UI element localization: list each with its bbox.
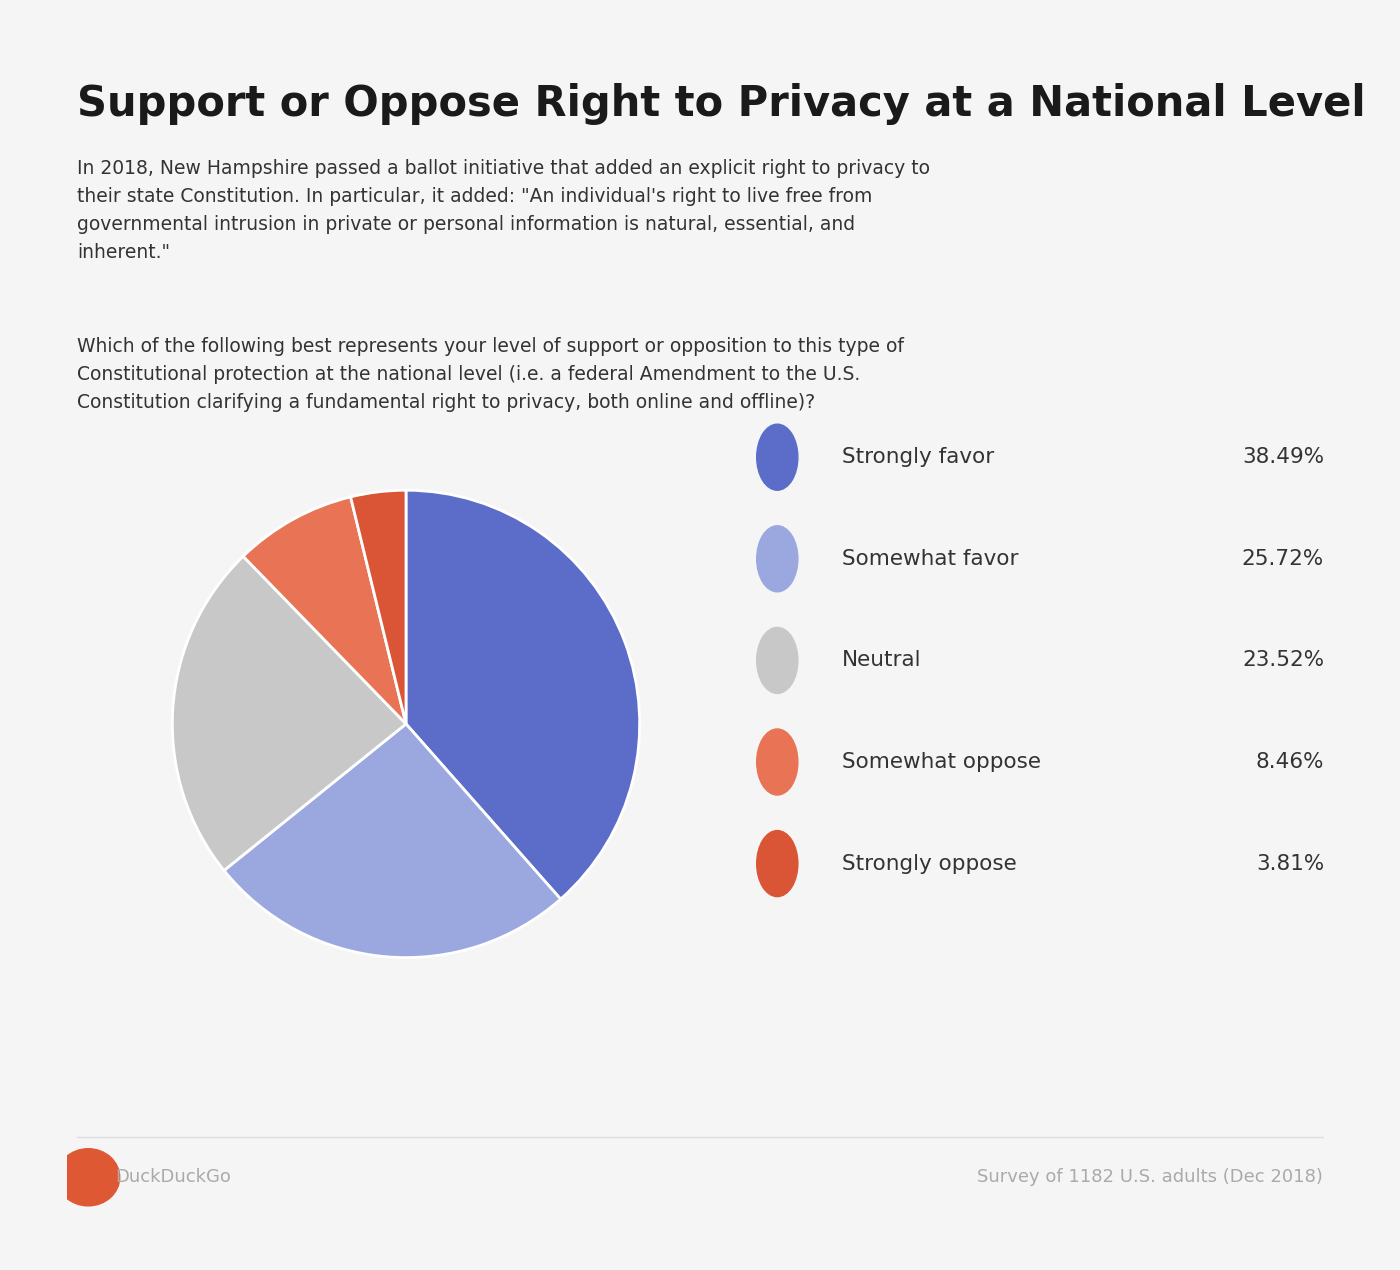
Wedge shape [350, 490, 406, 724]
Wedge shape [406, 490, 640, 899]
Text: Strongly oppose: Strongly oppose [841, 853, 1016, 874]
Wedge shape [172, 556, 406, 870]
Wedge shape [224, 724, 560, 958]
Text: DuckDuckGo: DuckDuckGo [115, 1168, 231, 1186]
Text: Which of the following best represents your level of support or opposition to th: Which of the following best represents y… [77, 337, 904, 411]
Text: 23.52%: 23.52% [1242, 650, 1324, 671]
Text: Support or Oppose Right to Privacy at a National Level: Support or Oppose Right to Privacy at a … [77, 83, 1365, 124]
Text: Survey of 1182 U.S. adults (Dec 2018): Survey of 1182 U.S. adults (Dec 2018) [977, 1168, 1323, 1186]
Ellipse shape [756, 831, 798, 897]
Circle shape [56, 1148, 120, 1206]
Ellipse shape [756, 729, 798, 795]
Text: 3.81%: 3.81% [1256, 853, 1324, 874]
Text: In 2018, New Hampshire passed a ballot initiative that added an explicit right t: In 2018, New Hampshire passed a ballot i… [77, 159, 930, 262]
Text: 38.49%: 38.49% [1242, 447, 1324, 467]
Text: Somewhat oppose: Somewhat oppose [841, 752, 1042, 772]
Text: Neutral: Neutral [841, 650, 921, 671]
Text: Somewhat favor: Somewhat favor [841, 549, 1018, 569]
Ellipse shape [756, 627, 798, 693]
Text: 8.46%: 8.46% [1256, 752, 1324, 772]
Ellipse shape [756, 424, 798, 490]
Text: Strongly favor: Strongly favor [841, 447, 994, 467]
Text: 25.72%: 25.72% [1242, 549, 1324, 569]
Wedge shape [244, 497, 406, 724]
Ellipse shape [756, 526, 798, 592]
